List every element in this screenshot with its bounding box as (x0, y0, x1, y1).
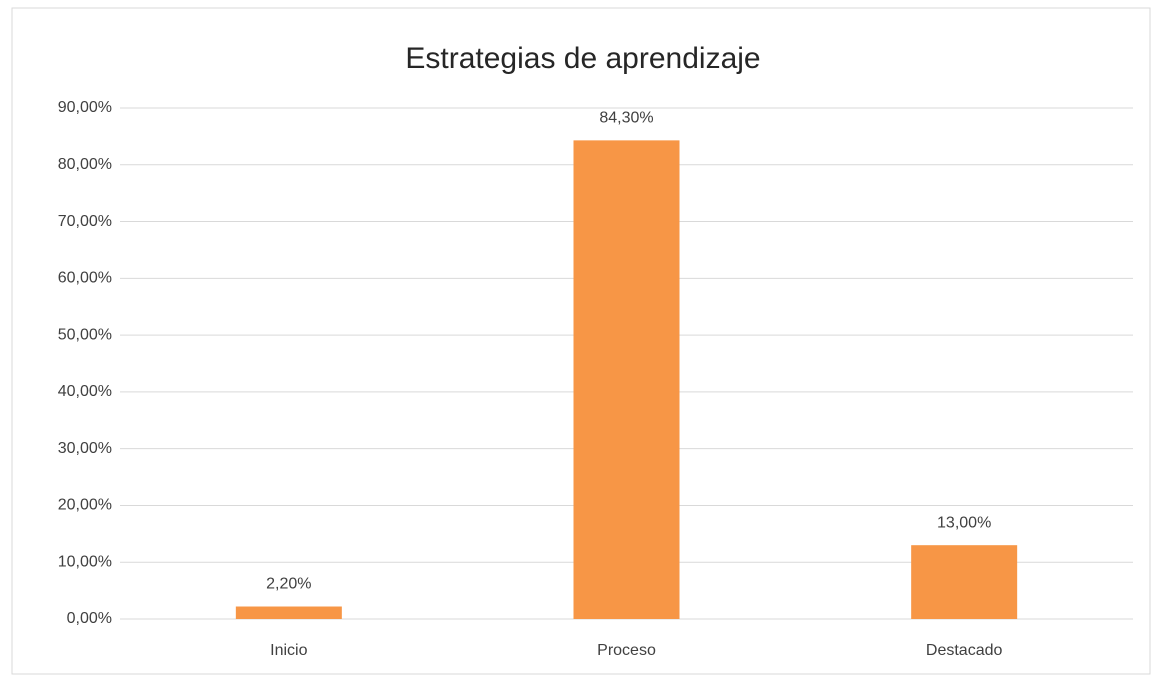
y-tick-label: 30,00% (58, 440, 112, 457)
chart-title: Estrategias de aprendizaje (405, 42, 760, 75)
bar (911, 545, 1018, 619)
y-tick-label: 40,00% (58, 383, 112, 400)
y-tick-label: 80,00% (58, 156, 112, 173)
data-label: 2,20% (266, 576, 311, 593)
bar (573, 140, 680, 619)
x-tick-label: Inicio (270, 642, 307, 659)
y-tick-label: 50,00% (58, 326, 112, 343)
y-tick-label: 90,00% (58, 99, 112, 116)
x-tick-label: Proceso (597, 642, 656, 659)
bar (235, 606, 342, 619)
data-label: 84,30% (599, 110, 653, 127)
y-tick-label: 10,00% (58, 553, 112, 570)
x-tick-label: Destacado (926, 642, 1003, 659)
y-tick-label: 60,00% (58, 270, 112, 287)
y-tick-label: 0,00% (67, 610, 112, 627)
y-tick-label: 20,00% (58, 497, 112, 514)
y-tick-label: 70,00% (58, 213, 112, 230)
data-label: 13,00% (937, 514, 991, 531)
